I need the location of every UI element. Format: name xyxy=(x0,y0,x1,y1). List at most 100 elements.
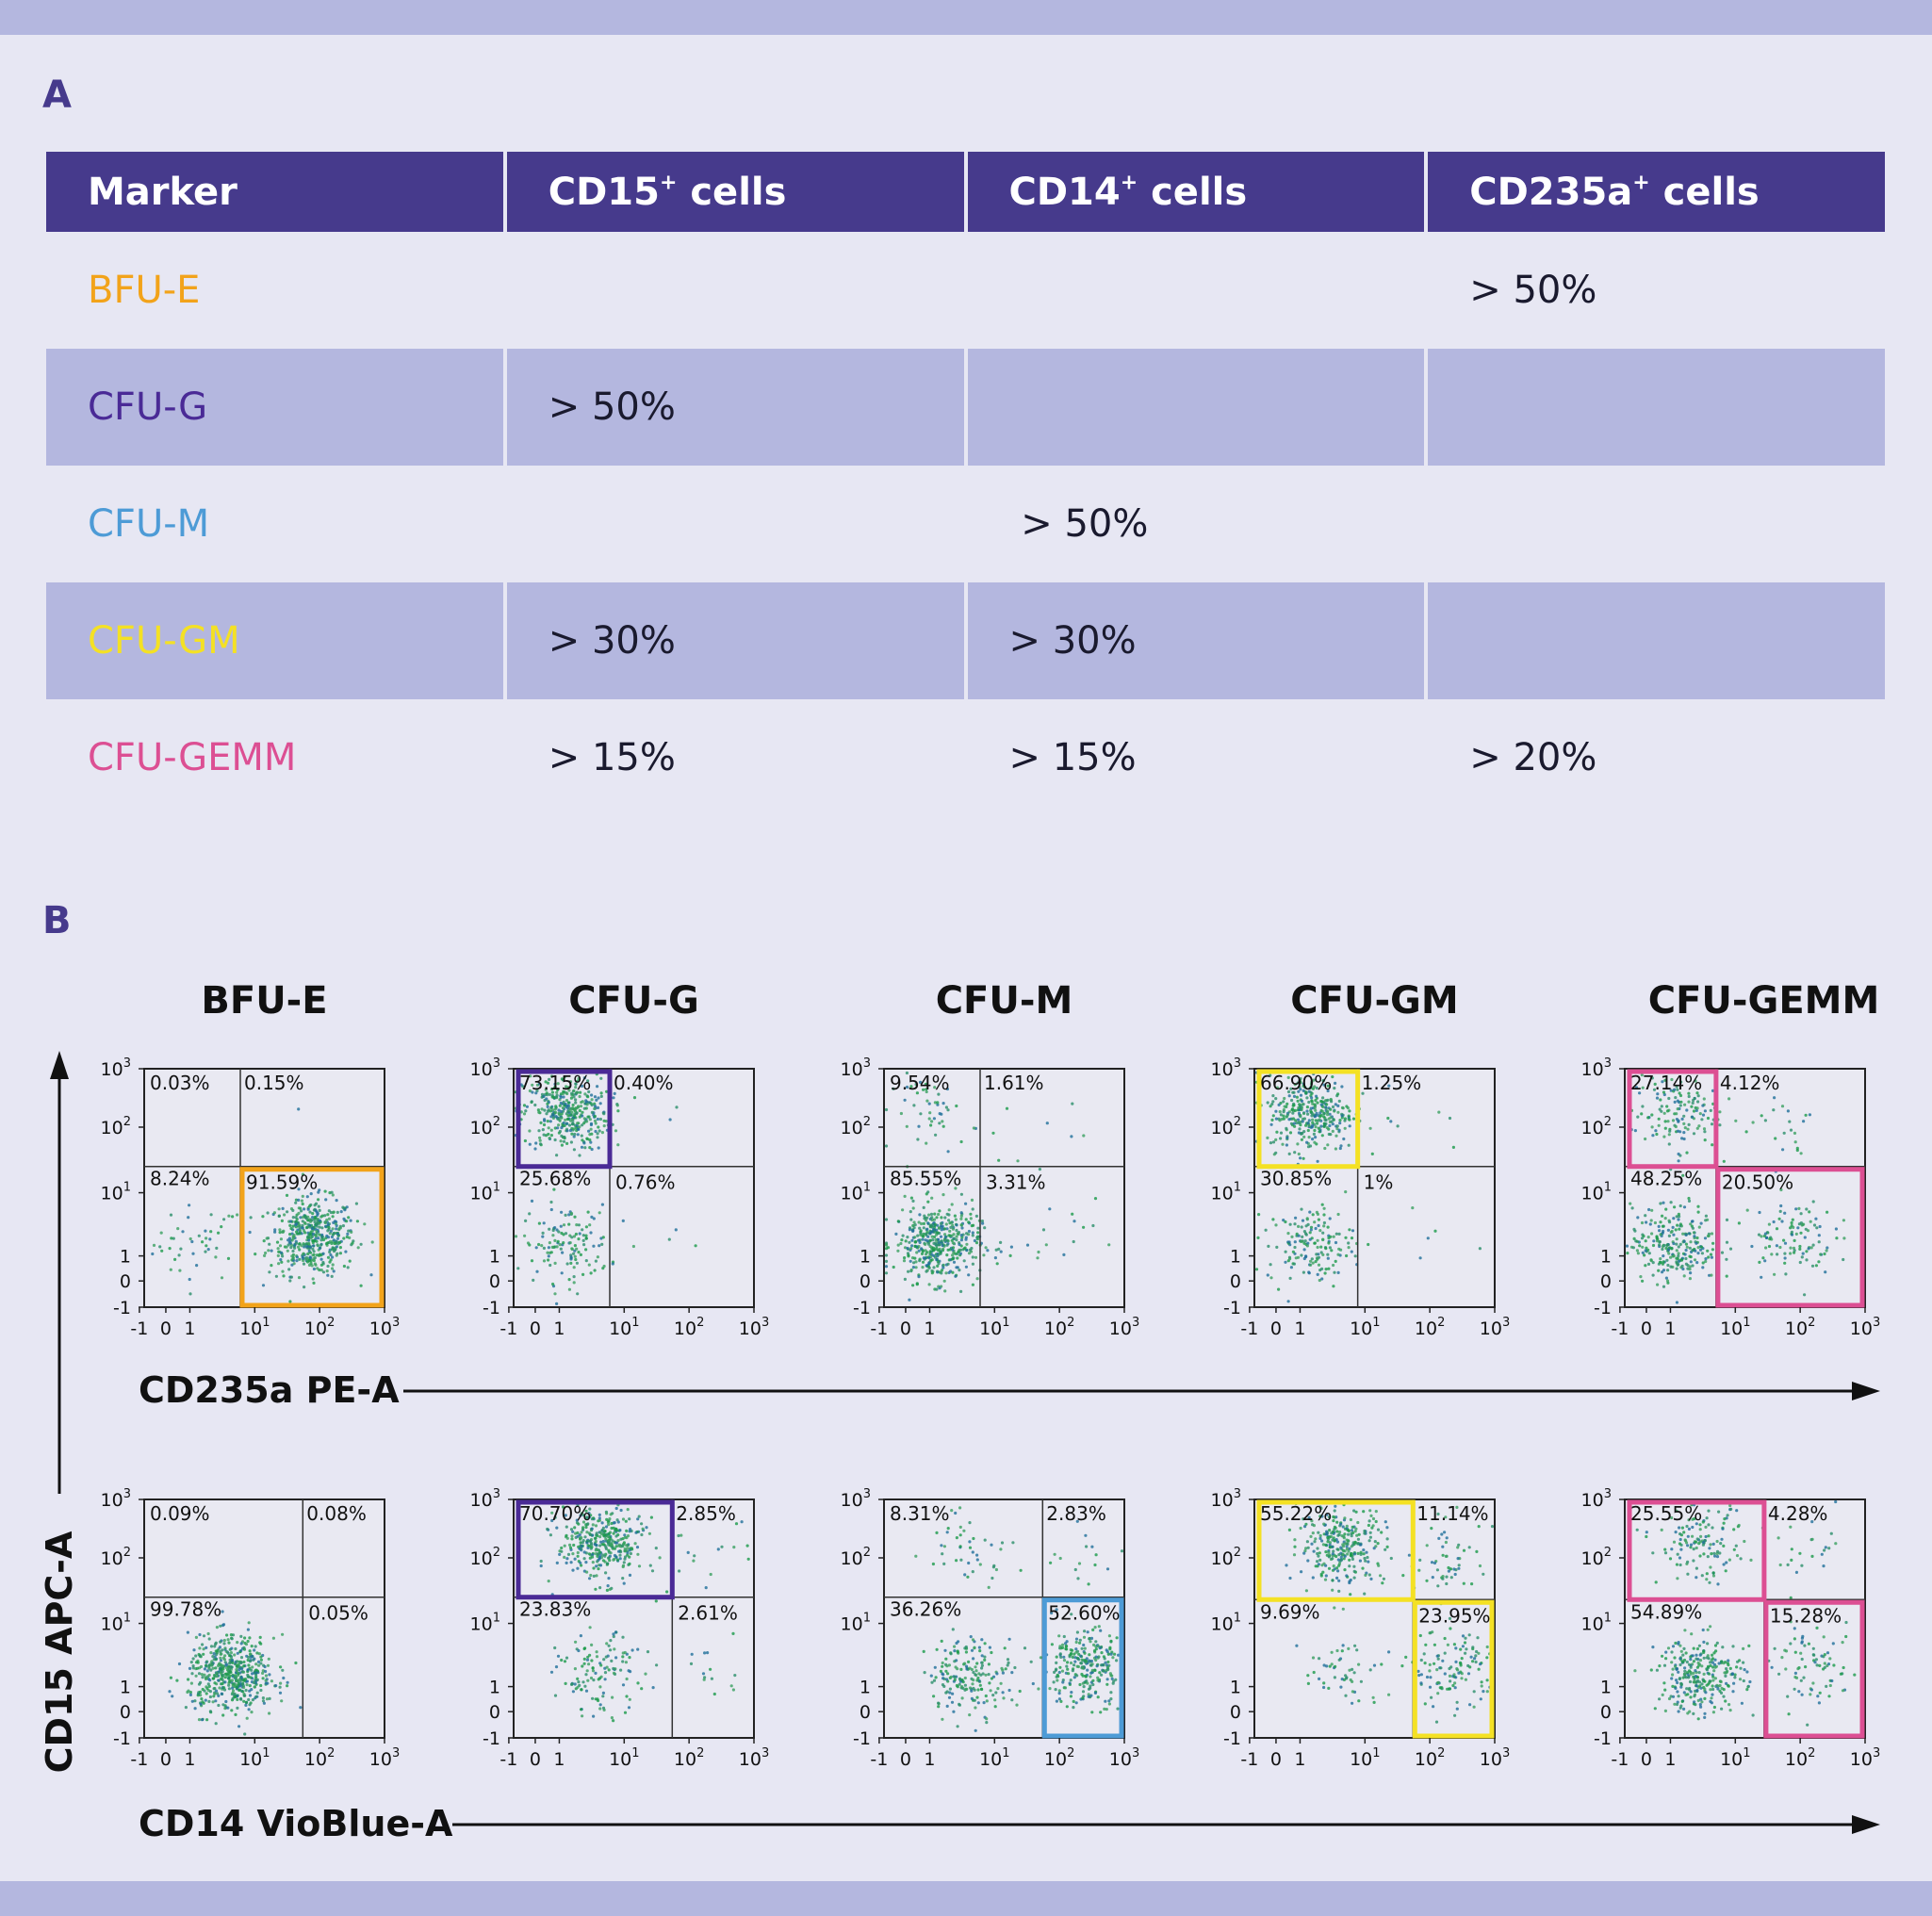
x-tick-label: 0 xyxy=(1270,1318,1282,1339)
data-point xyxy=(573,1667,578,1671)
x-tick-label: 102 xyxy=(1785,1316,1815,1339)
data-point xyxy=(236,1213,239,1217)
y-tick-label: 101 xyxy=(841,1181,871,1204)
data-point xyxy=(1686,1127,1690,1131)
data-point xyxy=(599,1540,603,1544)
data-point xyxy=(311,1212,315,1216)
data-point xyxy=(311,1229,315,1233)
data-point xyxy=(918,1213,922,1217)
scatter-plot: 8.31% 2.83%36.26% 52.60%-1 0 1 101 102 103-1011… xyxy=(841,1487,1140,1770)
data-point xyxy=(1334,1504,1337,1508)
data-point xyxy=(277,1207,281,1211)
data-point xyxy=(562,1095,565,1099)
data-point xyxy=(910,1244,914,1248)
data-point xyxy=(1306,1241,1310,1245)
data-point xyxy=(1322,1112,1326,1116)
data-point xyxy=(1078,1638,1082,1642)
data-point xyxy=(1353,1644,1357,1647)
data-point xyxy=(907,1254,910,1258)
data-point xyxy=(295,1255,299,1259)
data-point xyxy=(1114,1678,1118,1681)
data-point xyxy=(575,1247,579,1251)
data-point xyxy=(568,1080,573,1084)
data-point xyxy=(305,1225,309,1229)
data-point xyxy=(1389,1120,1393,1123)
data-point xyxy=(614,1506,618,1511)
data-point xyxy=(733,1674,737,1678)
data-point xyxy=(1011,1541,1015,1545)
data-point xyxy=(607,1577,611,1580)
data-point xyxy=(342,1264,346,1269)
data-point xyxy=(962,1259,966,1263)
data-point xyxy=(323,1189,327,1193)
data-point xyxy=(914,1083,918,1087)
data-point xyxy=(576,1531,580,1535)
data-point xyxy=(1068,1681,1072,1685)
data-point xyxy=(991,1694,995,1697)
panel-label-a: A xyxy=(42,74,72,117)
data-point xyxy=(563,1544,566,1548)
data-point xyxy=(1041,1228,1046,1232)
data-point xyxy=(1706,1116,1711,1121)
data-point xyxy=(616,1109,620,1113)
data-point xyxy=(205,1669,209,1673)
x-tick-label: 101 xyxy=(1350,1316,1380,1339)
data-point xyxy=(1318,1657,1321,1661)
data-point xyxy=(999,1681,1003,1685)
data-point xyxy=(1485,1690,1489,1694)
data-point xyxy=(585,1120,589,1123)
data-point xyxy=(210,1663,214,1667)
data-point xyxy=(1339,1522,1343,1526)
data-point xyxy=(1023,1646,1027,1650)
data-point xyxy=(543,1119,547,1122)
data-point xyxy=(204,1698,207,1702)
data-point xyxy=(169,1676,172,1679)
data-point xyxy=(1341,1607,1345,1611)
data-point xyxy=(944,1271,948,1275)
data-point xyxy=(1293,1538,1297,1542)
data-point xyxy=(1718,1110,1722,1114)
data-point xyxy=(168,1247,172,1251)
data-point xyxy=(1350,1534,1353,1538)
data-point xyxy=(528,1243,532,1247)
data-point xyxy=(946,1150,950,1154)
data-point xyxy=(592,1244,596,1248)
data-point xyxy=(1467,1546,1471,1549)
data-point xyxy=(188,1292,192,1296)
data-point xyxy=(621,1635,625,1639)
data-point xyxy=(566,1101,571,1105)
data-point xyxy=(1335,1548,1339,1551)
data-point xyxy=(955,1228,958,1233)
data-point xyxy=(233,1653,237,1657)
data-point xyxy=(1485,1679,1489,1682)
data-point xyxy=(1377,1564,1381,1567)
data-point xyxy=(1339,1685,1343,1689)
data-point xyxy=(967,1252,972,1255)
data-point xyxy=(254,1253,257,1256)
data-point xyxy=(958,1703,962,1707)
data-point xyxy=(1071,1648,1074,1652)
data-point xyxy=(1282,1117,1285,1121)
data-point xyxy=(548,1092,551,1096)
data-point xyxy=(1660,1105,1663,1108)
data-point xyxy=(600,1203,605,1206)
data-point xyxy=(294,1222,299,1226)
data-point xyxy=(911,1199,915,1203)
data-point xyxy=(573,1254,577,1258)
data-point xyxy=(1343,1117,1347,1121)
data-point xyxy=(967,1660,971,1663)
data-point xyxy=(306,1235,310,1238)
data-point xyxy=(1290,1098,1294,1103)
data-point xyxy=(1333,1109,1336,1113)
data-point xyxy=(1053,1552,1056,1556)
data-point xyxy=(1677,1218,1680,1221)
data-point xyxy=(964,1664,969,1668)
data-point xyxy=(1304,1224,1308,1228)
data-point xyxy=(1336,1558,1340,1562)
data-point xyxy=(581,1680,585,1684)
data-point xyxy=(1287,1094,1291,1098)
x-tick-label: 101 xyxy=(239,1746,270,1770)
data-point xyxy=(308,1210,312,1214)
data-point xyxy=(205,1663,208,1667)
data-point xyxy=(1308,1210,1312,1214)
